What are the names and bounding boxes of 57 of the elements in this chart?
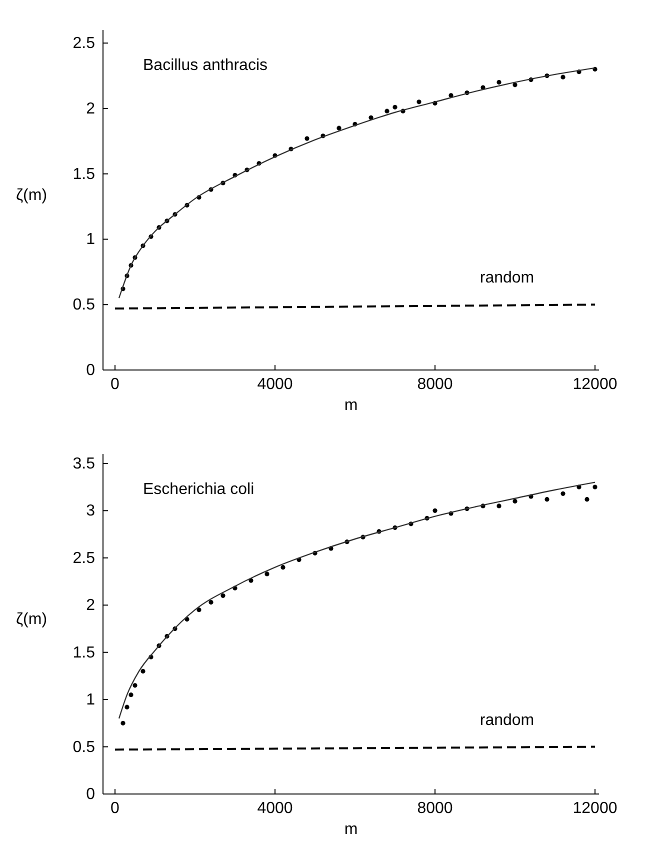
point (560, 74, 566, 80)
y-tick-label: 1.5 (72, 166, 96, 183)
point (304, 136, 310, 141)
point (384, 108, 390, 114)
point (560, 491, 566, 496)
y-tick-label: 1 (86, 231, 96, 248)
y-tick-label: 2 (86, 100, 96, 118)
annotation: random (480, 270, 534, 287)
point (208, 600, 214, 605)
point (128, 692, 134, 698)
y-tick-label: 3.5 (72, 455, 96, 472)
x-tick-label: 12000 (572, 376, 618, 393)
y-tick-label: 2 (86, 597, 96, 614)
x-tick-label: 0 (110, 376, 120, 393)
point (496, 504, 502, 508)
point (368, 115, 374, 120)
y-tick-label: 0.5 (72, 296, 96, 314)
x-tick-label: 0 (110, 800, 120, 817)
y-tick-label: 1.5 (72, 644, 96, 662)
y-axis-title: ζ(m) (16, 611, 48, 628)
point (196, 608, 202, 612)
point (140, 668, 146, 674)
point (264, 572, 270, 576)
point (512, 82, 518, 88)
x-axis-title: m (344, 821, 358, 838)
y-tick-label: 0.5 (72, 738, 96, 756)
y-tick-label: 2.5 (72, 550, 96, 567)
point (392, 104, 398, 110)
y-tick-label: 0 (86, 362, 96, 379)
point (432, 508, 438, 513)
point (220, 593, 226, 598)
y-tick-label: 1 (86, 692, 96, 709)
x-tick-label: 8000 (417, 800, 453, 817)
annotation: Bacillus anthracis (143, 57, 268, 74)
point (544, 497, 550, 502)
point (336, 126, 342, 130)
y-axis-title: ζ(m) (16, 187, 48, 204)
point (512, 498, 518, 504)
x-tick-label: 12000 (572, 800, 618, 817)
point (592, 484, 598, 490)
point (120, 720, 126, 726)
y-tick-label: 2.5 (72, 35, 96, 52)
x-tick-label: 4000 (257, 376, 293, 393)
point (124, 704, 130, 710)
x-tick-label: 8000 (417, 376, 453, 393)
y-tick-label: 0 (86, 786, 96, 803)
annotation: random (480, 712, 534, 729)
point (280, 565, 286, 570)
x-tick-label: 4000 (257, 800, 293, 817)
point (448, 93, 454, 98)
point (584, 497, 590, 502)
point (416, 100, 422, 104)
point (132, 683, 138, 688)
y-tick-label: 3 (86, 502, 96, 520)
x-axis-title: m (344, 397, 358, 414)
point (496, 80, 502, 85)
annotation: Escherichia coli (143, 481, 254, 498)
